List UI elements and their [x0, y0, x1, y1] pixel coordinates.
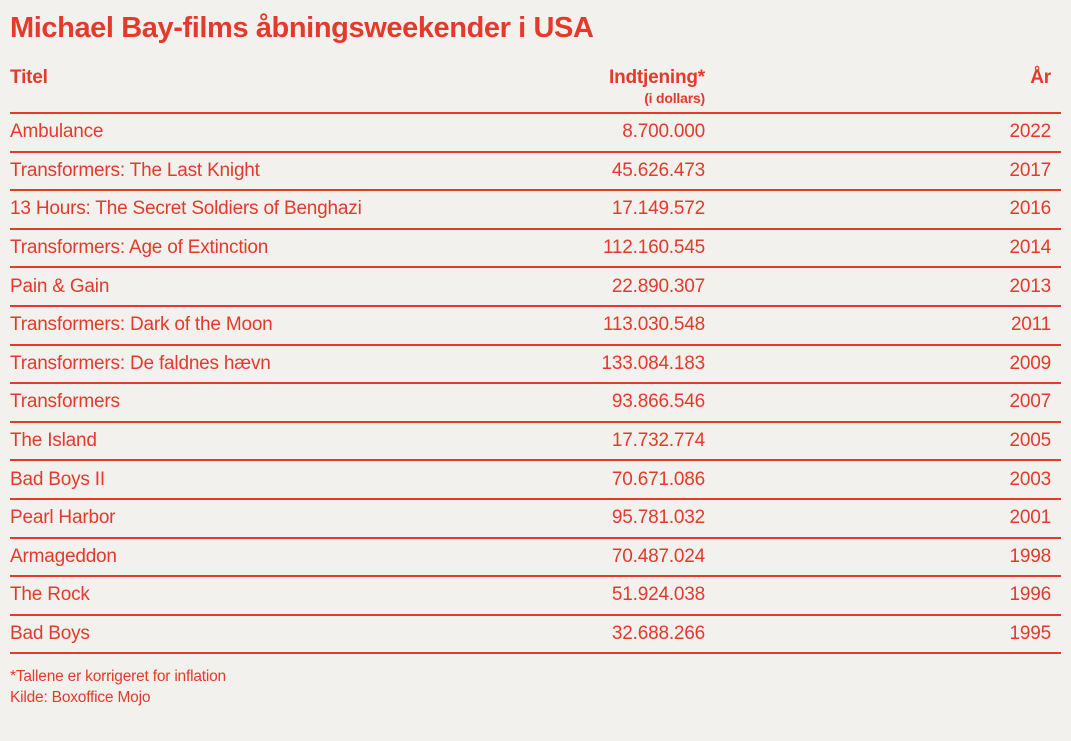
film-title-cell: The Island: [10, 421, 535, 462]
table-row: Transformers: Dark of the Moon 113.030.5…: [10, 305, 1061, 346]
gross-cell: 70.671.086: [535, 460, 715, 500]
film-title-cell: Ambulance: [10, 113, 535, 153]
film-title-cell: Transformers: [10, 383, 535, 423]
film-title-cell: Transformers: The Last Knight: [10, 151, 535, 192]
table-header: Titel Indtjening* (i dollars) År: [10, 59, 1061, 114]
gross-cell: 8.700.000: [535, 113, 715, 153]
gross-cell: 51.924.038: [535, 576, 715, 616]
year-cell: 2022: [715, 113, 1061, 153]
year-cell: 2003: [715, 460, 1061, 500]
source-note: Kilde: Boxoffice Mojo: [10, 689, 151, 707]
year-cell: 2016: [715, 190, 1061, 230]
year-cell: 2013: [715, 267, 1061, 307]
table-row: Transformers: The Last Knight 45.626.473…: [10, 151, 1061, 192]
gross-header-subtitle: (i dollars): [644, 90, 705, 106]
film-title-cell: Bad Boys II: [10, 460, 535, 500]
table-row: Transformers 93.866.546 2007: [10, 383, 1061, 423]
infographic-container: Michael Bay-films åbningsweekender i USA…: [0, 12, 1071, 708]
gross-cell: 133.084.183: [535, 344, 715, 385]
year-cell: 2009: [715, 344, 1061, 385]
table-row: Bad Boys 32.688.266 1995: [10, 614, 1061, 655]
footnotes: *Tallene er korrigeret for inflation Kil…: [10, 666, 1061, 708]
film-title-cell: Bad Boys: [10, 614, 535, 655]
gross-cell: 70.487.024: [535, 537, 715, 578]
table-row: Pearl Harbor 95.781.032 2001: [10, 498, 1061, 539]
gross-cell: 17.732.774: [535, 421, 715, 462]
table-row: The Island 17.732.774 2005: [10, 421, 1061, 462]
film-title-cell: Transformers: Age of Extinction: [10, 228, 535, 269]
gross-cell: 95.781.032: [535, 498, 715, 539]
year-cell: 1995: [715, 614, 1061, 655]
table-row: Ambulance 8.700.000 2022: [10, 113, 1061, 153]
gross-cell: 112.160.545: [535, 228, 715, 269]
year-cell: 1996: [715, 576, 1061, 616]
table-row: Transformers: Age of Extinction 112.160.…: [10, 228, 1061, 269]
table-body: Ambulance 8.700.000 2022 Transformers: T…: [10, 113, 1061, 655]
films-table: Titel Indtjening* (i dollars) År Ambulan…: [10, 59, 1061, 655]
gross-cell: 93.866.546: [535, 383, 715, 423]
table-row: The Rock 51.924.038 1996: [10, 576, 1061, 616]
year-cell: 2001: [715, 498, 1061, 539]
film-title-cell: Armageddon: [10, 537, 535, 578]
inflation-footnote: *Tallene er korrigeret for inflation: [10, 668, 226, 686]
table-row: Pain & Gain 22.890.307 2013: [10, 267, 1061, 307]
table-row: Bad Boys II 70.671.086 2003: [10, 460, 1061, 500]
film-title-cell: 13 Hours: The Secret Soldiers of Benghaz…: [10, 190, 535, 230]
film-title-cell: Pain & Gain: [10, 267, 535, 307]
gross-cell: 22.890.307: [535, 267, 715, 307]
column-header-year: År: [715, 59, 1061, 114]
gross-cell: 17.149.572: [535, 190, 715, 230]
gross-header-label: Indtjening*: [609, 67, 705, 88]
column-header-title: Titel: [10, 59, 535, 114]
year-cell: 2005: [715, 421, 1061, 462]
film-title-cell: The Rock: [10, 576, 535, 616]
gross-cell: 113.030.548: [535, 305, 715, 346]
year-cell: 2014: [715, 228, 1061, 269]
column-header-gross: Indtjening* (i dollars): [535, 59, 715, 114]
gross-cell: 45.626.473: [535, 151, 715, 192]
film-title-cell: Transformers: Dark of the Moon: [10, 305, 535, 346]
year-cell: 1998: [715, 537, 1061, 578]
header-row: Titel Indtjening* (i dollars) År: [10, 59, 1061, 114]
film-title-cell: Pearl Harbor: [10, 498, 535, 539]
year-cell: 2007: [715, 383, 1061, 423]
table-row: Transformers: De faldnes hævn 133.084.18…: [10, 344, 1061, 385]
table-row: Armageddon 70.487.024 1998: [10, 537, 1061, 578]
page-title: Michael Bay-films åbningsweekender i USA: [10, 12, 594, 44]
year-cell: 2011: [715, 305, 1061, 346]
gross-cell: 32.688.266: [535, 614, 715, 655]
year-cell: 2017: [715, 151, 1061, 192]
film-title-cell: Transformers: De faldnes hævn: [10, 344, 535, 385]
table-row: 13 Hours: The Secret Soldiers of Benghaz…: [10, 190, 1061, 230]
